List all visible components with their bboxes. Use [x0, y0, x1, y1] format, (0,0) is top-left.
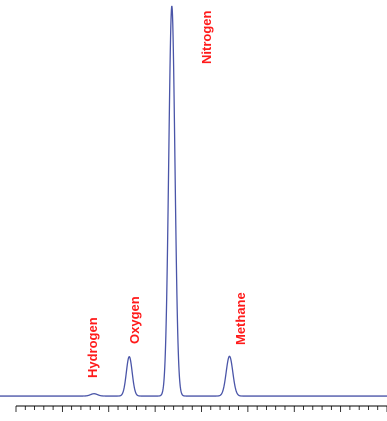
- peak-labels: Hydrogen Oxygen Nitrogen Methane: [85, 11, 248, 379]
- x-axis: [15, 405, 387, 412]
- peak-label-nitrogen: Nitrogen: [199, 11, 214, 65]
- peak-label-hydrogen: Hydrogen: [85, 317, 100, 378]
- peak-label-oxygen: Oxygen: [127, 296, 142, 344]
- peak-label-methane: Methane: [233, 292, 248, 345]
- chromatogram-trace: [0, 5, 387, 397]
